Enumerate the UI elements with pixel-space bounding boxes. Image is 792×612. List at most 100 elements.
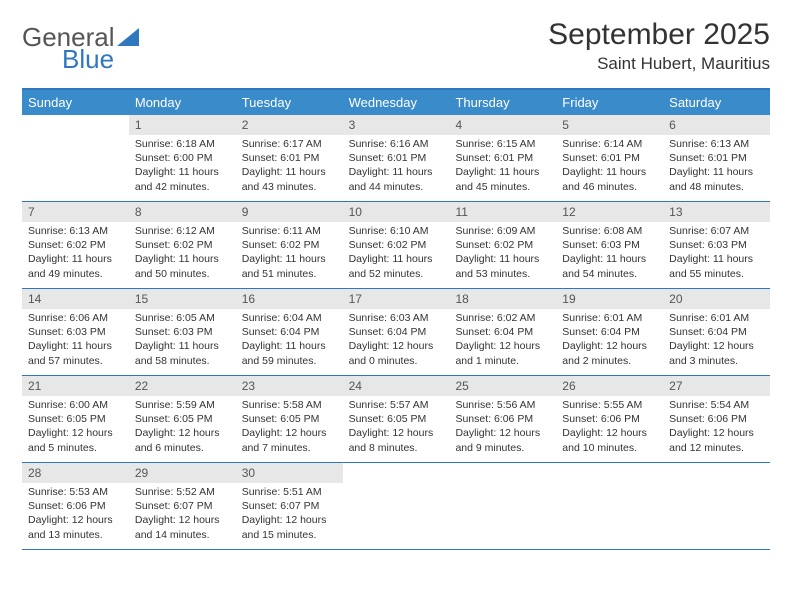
day-number: 15: [129, 289, 236, 309]
day-cell-1: 1Sunrise: 6:18 AMSunset: 6:00 PMDaylight…: [129, 115, 236, 201]
week-row: 14Sunrise: 6:06 AMSunset: 6:03 PMDayligh…: [22, 289, 770, 376]
day-number: 1: [129, 115, 236, 135]
day-header-thursday: Thursday: [449, 90, 556, 115]
day-header-saturday: Saturday: [663, 90, 770, 115]
day-details: Sunrise: 6:02 AMSunset: 6:04 PMDaylight:…: [449, 309, 556, 372]
day-number: 6: [663, 115, 770, 135]
day-cell-empty: [556, 463, 663, 549]
day-details: Sunrise: 5:56 AMSunset: 6:06 PMDaylight:…: [449, 396, 556, 459]
day-cell-17: 17Sunrise: 6:03 AMSunset: 6:04 PMDayligh…: [343, 289, 450, 375]
day-number: 4: [449, 115, 556, 135]
day-cell-10: 10Sunrise: 6:10 AMSunset: 6:02 PMDayligh…: [343, 202, 450, 288]
day-header-row: SundayMondayTuesdayWednesdayThursdayFrid…: [22, 90, 770, 115]
week-row: 1Sunrise: 6:18 AMSunset: 6:00 PMDaylight…: [22, 115, 770, 202]
day-number: 5: [556, 115, 663, 135]
day-cell-19: 19Sunrise: 6:01 AMSunset: 6:04 PMDayligh…: [556, 289, 663, 375]
logo-triangle-icon: [117, 22, 139, 53]
day-number: 16: [236, 289, 343, 309]
day-details: Sunrise: 5:59 AMSunset: 6:05 PMDaylight:…: [129, 396, 236, 459]
day-number: 13: [663, 202, 770, 222]
day-number: 9: [236, 202, 343, 222]
day-details: Sunrise: 5:53 AMSunset: 6:06 PMDaylight:…: [22, 483, 129, 546]
day-details: Sunrise: 6:06 AMSunset: 6:03 PMDaylight:…: [22, 309, 129, 372]
day-number: 25: [449, 376, 556, 396]
day-cell-18: 18Sunrise: 6:02 AMSunset: 6:04 PMDayligh…: [449, 289, 556, 375]
day-cell-empty: [449, 463, 556, 549]
week-row: 21Sunrise: 6:00 AMSunset: 6:05 PMDayligh…: [22, 376, 770, 463]
day-number: [449, 463, 556, 469]
day-details: Sunrise: 5:51 AMSunset: 6:07 PMDaylight:…: [236, 483, 343, 546]
day-number: 7: [22, 202, 129, 222]
day-details: Sunrise: 5:52 AMSunset: 6:07 PMDaylight:…: [129, 483, 236, 546]
day-details: Sunrise: 6:16 AMSunset: 6:01 PMDaylight:…: [343, 135, 450, 198]
day-details: Sunrise: 6:11 AMSunset: 6:02 PMDaylight:…: [236, 222, 343, 285]
calendar: SundayMondayTuesdayWednesdayThursdayFrid…: [22, 88, 770, 550]
day-details: Sunrise: 6:01 AMSunset: 6:04 PMDaylight:…: [556, 309, 663, 372]
day-header-sunday: Sunday: [22, 90, 129, 115]
day-details: Sunrise: 5:54 AMSunset: 6:06 PMDaylight:…: [663, 396, 770, 459]
day-cell-6: 6Sunrise: 6:13 AMSunset: 6:01 PMDaylight…: [663, 115, 770, 201]
day-details: Sunrise: 6:09 AMSunset: 6:02 PMDaylight:…: [449, 222, 556, 285]
day-number: 21: [22, 376, 129, 396]
day-details: Sunrise: 6:13 AMSunset: 6:02 PMDaylight:…: [22, 222, 129, 285]
day-number: 30: [236, 463, 343, 483]
day-cell-26: 26Sunrise: 5:55 AMSunset: 6:06 PMDayligh…: [556, 376, 663, 462]
day-number: [343, 463, 450, 469]
day-number: 22: [129, 376, 236, 396]
day-cell-21: 21Sunrise: 6:00 AMSunset: 6:05 PMDayligh…: [22, 376, 129, 462]
day-cell-2: 2Sunrise: 6:17 AMSunset: 6:01 PMDaylight…: [236, 115, 343, 201]
day-header-tuesday: Tuesday: [236, 90, 343, 115]
day-cell-12: 12Sunrise: 6:08 AMSunset: 6:03 PMDayligh…: [556, 202, 663, 288]
day-number: 18: [449, 289, 556, 309]
day-details: Sunrise: 6:00 AMSunset: 6:05 PMDaylight:…: [22, 396, 129, 459]
day-cell-empty: [343, 463, 450, 549]
day-number: 3: [343, 115, 450, 135]
day-cell-9: 9Sunrise: 6:11 AMSunset: 6:02 PMDaylight…: [236, 202, 343, 288]
day-cell-16: 16Sunrise: 6:04 AMSunset: 6:04 PMDayligh…: [236, 289, 343, 375]
day-number: 14: [22, 289, 129, 309]
day-cell-empty: [663, 463, 770, 549]
day-cell-3: 3Sunrise: 6:16 AMSunset: 6:01 PMDaylight…: [343, 115, 450, 201]
day-number: 27: [663, 376, 770, 396]
day-cell-27: 27Sunrise: 5:54 AMSunset: 6:06 PMDayligh…: [663, 376, 770, 462]
day-number: 8: [129, 202, 236, 222]
day-cell-15: 15Sunrise: 6:05 AMSunset: 6:03 PMDayligh…: [129, 289, 236, 375]
day-cell-11: 11Sunrise: 6:09 AMSunset: 6:02 PMDayligh…: [449, 202, 556, 288]
day-details: Sunrise: 6:15 AMSunset: 6:01 PMDaylight:…: [449, 135, 556, 198]
day-cell-4: 4Sunrise: 6:15 AMSunset: 6:01 PMDaylight…: [449, 115, 556, 201]
day-details: Sunrise: 6:08 AMSunset: 6:03 PMDaylight:…: [556, 222, 663, 285]
day-number: 23: [236, 376, 343, 396]
day-number: 10: [343, 202, 450, 222]
logo-text-blue: Blue: [62, 44, 114, 75]
day-number: 20: [663, 289, 770, 309]
day-cell-23: 23Sunrise: 5:58 AMSunset: 6:05 PMDayligh…: [236, 376, 343, 462]
day-number: 24: [343, 376, 450, 396]
day-details: Sunrise: 6:13 AMSunset: 6:01 PMDaylight:…: [663, 135, 770, 198]
day-number: 26: [556, 376, 663, 396]
day-cell-25: 25Sunrise: 5:56 AMSunset: 6:06 PMDayligh…: [449, 376, 556, 462]
day-number: 19: [556, 289, 663, 309]
day-header-wednesday: Wednesday: [343, 90, 450, 115]
day-details: Sunrise: 6:04 AMSunset: 6:04 PMDaylight:…: [236, 309, 343, 372]
day-cell-14: 14Sunrise: 6:06 AMSunset: 6:03 PMDayligh…: [22, 289, 129, 375]
day-number: [663, 463, 770, 469]
day-details: Sunrise: 6:10 AMSunset: 6:02 PMDaylight:…: [343, 222, 450, 285]
day-number: 17: [343, 289, 450, 309]
day-details: Sunrise: 5:57 AMSunset: 6:05 PMDaylight:…: [343, 396, 450, 459]
location: Saint Hubert, Mauritius: [548, 54, 770, 74]
week-row: 7Sunrise: 6:13 AMSunset: 6:02 PMDaylight…: [22, 202, 770, 289]
day-header-friday: Friday: [556, 90, 663, 115]
day-cell-30: 30Sunrise: 5:51 AMSunset: 6:07 PMDayligh…: [236, 463, 343, 549]
day-cell-28: 28Sunrise: 5:53 AMSunset: 6:06 PMDayligh…: [22, 463, 129, 549]
day-details: Sunrise: 5:58 AMSunset: 6:05 PMDaylight:…: [236, 396, 343, 459]
day-cell-20: 20Sunrise: 6:01 AMSunset: 6:04 PMDayligh…: [663, 289, 770, 375]
day-number: 28: [22, 463, 129, 483]
day-details: Sunrise: 6:18 AMSunset: 6:00 PMDaylight:…: [129, 135, 236, 198]
day-details: Sunrise: 6:17 AMSunset: 6:01 PMDaylight:…: [236, 135, 343, 198]
day-details: Sunrise: 6:03 AMSunset: 6:04 PMDaylight:…: [343, 309, 450, 372]
day-cell-29: 29Sunrise: 5:52 AMSunset: 6:07 PMDayligh…: [129, 463, 236, 549]
day-details: Sunrise: 6:05 AMSunset: 6:03 PMDaylight:…: [129, 309, 236, 372]
month-title: September 2025: [548, 18, 770, 52]
day-cell-13: 13Sunrise: 6:07 AMSunset: 6:03 PMDayligh…: [663, 202, 770, 288]
day-number: 2: [236, 115, 343, 135]
